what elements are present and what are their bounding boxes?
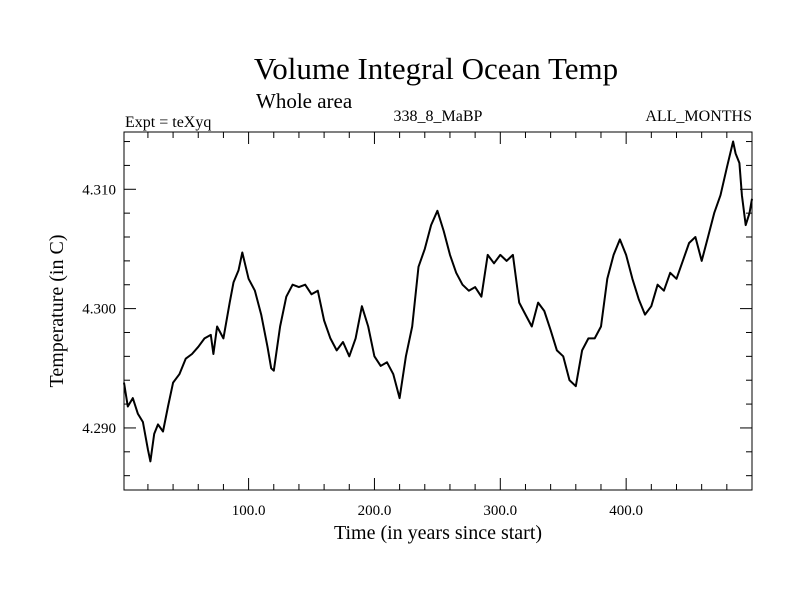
months-label: ALL_MONTHS — [645, 108, 752, 125]
chart-subtitle: Whole area — [256, 89, 353, 113]
plot-frame — [123, 131, 753, 491]
y-axis-label: Temperature (in C) — [46, 235, 68, 388]
series-layer — [123, 140, 753, 463]
y-tick-label: 4.290 — [82, 421, 116, 437]
x-axis-label: Time (in years since start) — [334, 522, 542, 544]
x-tick-label: 300.0 — [483, 503, 517, 519]
period-label: 338_8_MaBP — [394, 108, 483, 125]
temperature-series-line — [123, 140, 753, 463]
x-tick-label: 200.0 — [358, 503, 392, 519]
expt-label: Expt = teXyq — [125, 114, 211, 131]
x-tick-label: 400.0 — [609, 503, 643, 519]
axes: 100.0 200.0 300.0 400.0 4.290 4.300 4.310 — [82, 132, 752, 519]
x-tick-label: 100.0 — [232, 503, 266, 519]
y-tick-label: 4.300 — [82, 302, 116, 318]
chart-title: Volume Integral Ocean Temp — [254, 51, 618, 86]
y-tick-label: 4.310 — [82, 182, 116, 198]
